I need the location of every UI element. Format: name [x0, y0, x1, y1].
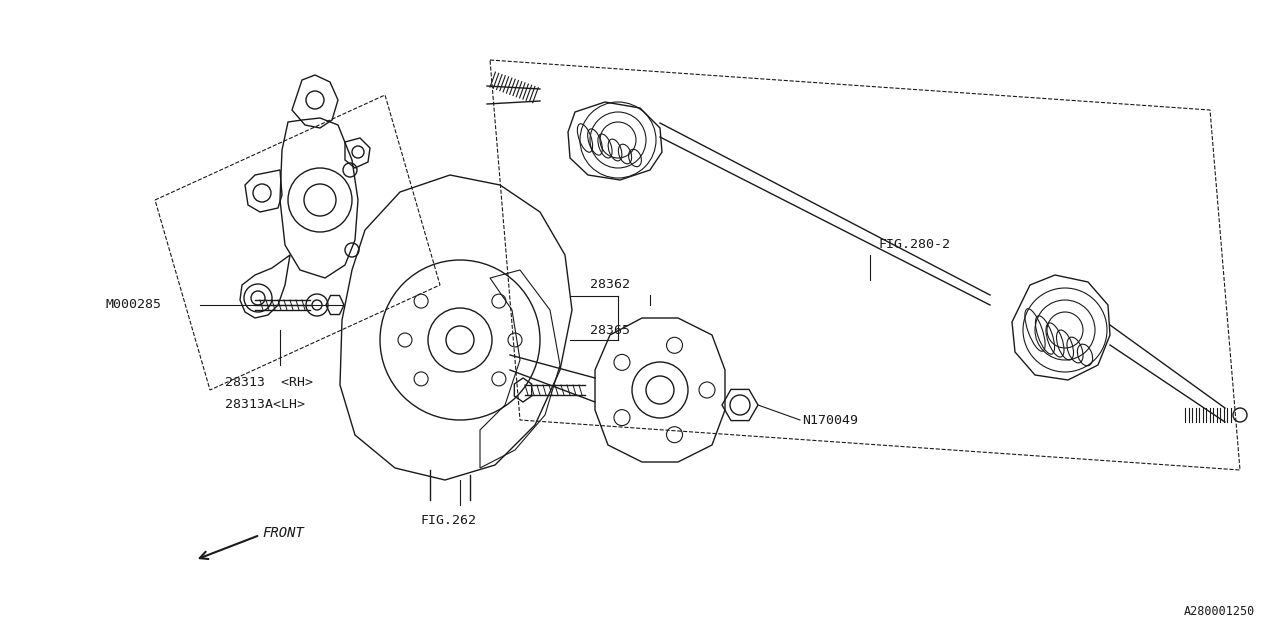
Text: 28362: 28362 — [590, 278, 630, 291]
Text: 28313A<LH>: 28313A<LH> — [225, 399, 305, 412]
Text: 28365: 28365 — [590, 323, 630, 337]
Text: M000285: M000285 — [105, 298, 161, 312]
Text: A280001250: A280001250 — [1184, 605, 1254, 618]
Text: 28313  <RH>: 28313 <RH> — [225, 376, 314, 390]
Text: FRONT: FRONT — [262, 526, 303, 540]
Text: FIG.262: FIG.262 — [420, 513, 476, 527]
Text: N170049: N170049 — [803, 413, 858, 426]
Text: FIG.280-2: FIG.280-2 — [878, 239, 950, 252]
